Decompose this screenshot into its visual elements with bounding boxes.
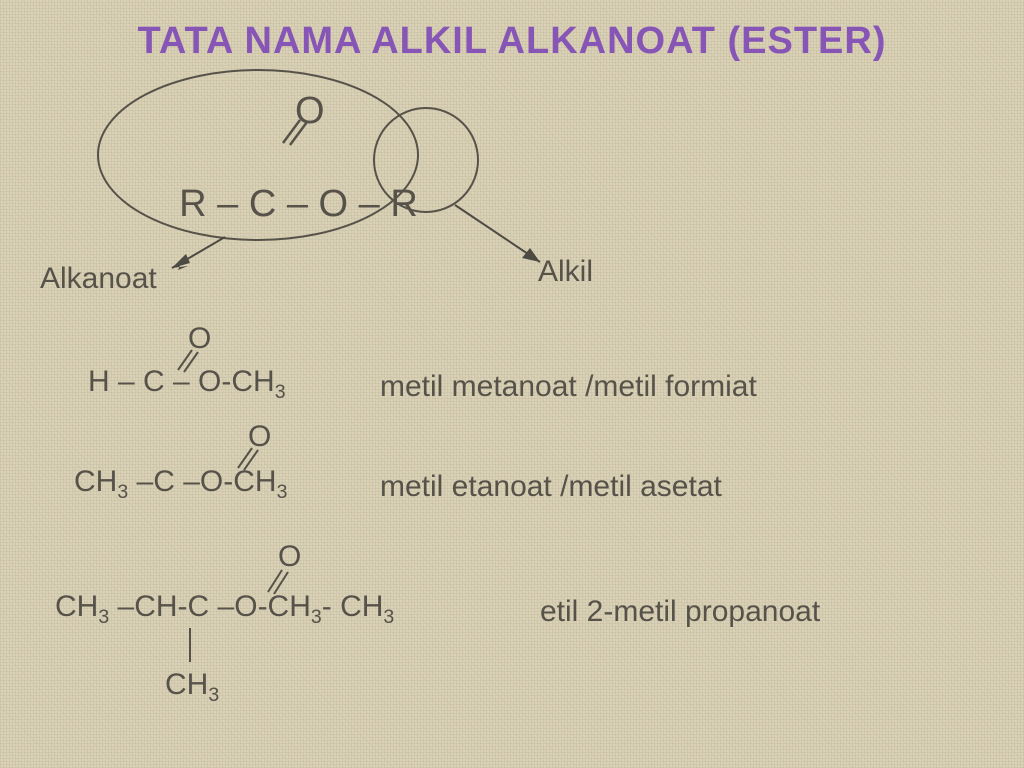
ex2-line: –C –O-CH: [128, 465, 276, 498]
ex3-O: O: [278, 540, 301, 574]
ex2-sub: 3: [277, 481, 288, 503]
ex3-mid: –CH-C –O-CH: [109, 590, 311, 623]
general-O: O: [295, 90, 325, 133]
gen-right: R: [380, 183, 418, 225]
ex2-formula: CH3 –C –O-CH3: [74, 465, 287, 504]
ex2-O: O: [248, 420, 271, 454]
ex3-branch-text: CH: [165, 668, 208, 701]
general-formula: R – C – O – R: [158, 140, 418, 226]
ex3-branch-sub: 3: [208, 684, 219, 706]
ex3-after: - CH: [322, 590, 384, 623]
ex3-formula: CH3 –CH-C –O-CH3- CH3: [55, 590, 394, 629]
ex3-name: etil 2-metil propanoat: [540, 595, 820, 629]
label-alkanoat: Alkanoat: [40, 262, 157, 296]
label-alkil: Alkil: [538, 255, 593, 289]
ex1-sub: 3: [275, 381, 286, 403]
ex3-branch: CH3: [165, 668, 219, 707]
ex3-submid: 3: [311, 606, 322, 628]
gen-dash: –: [359, 183, 380, 225]
ex3-pre: CH: [55, 590, 98, 623]
ex2-pre: CH: [74, 465, 117, 498]
ex1-line: H – C – O-CH: [88, 365, 275, 398]
gen-mid: – O: [276, 183, 358, 225]
gen-left: R – C: [179, 183, 276, 225]
ex3-sub: 3: [383, 606, 394, 628]
ex2-name: metil etanoat /metil asetat: [380, 470, 722, 504]
ex2-subpre: 3: [117, 481, 128, 503]
slide-title: TATA NAMA ALKIL ALKANOAT (ESTER): [0, 20, 1024, 63]
ex1-O: O: [188, 322, 211, 356]
ex1-formula: H – C – O-CH3: [88, 365, 286, 404]
ex3-subpre: 3: [98, 606, 109, 628]
ex1-name: metil metanoat /metil formiat: [380, 370, 757, 404]
